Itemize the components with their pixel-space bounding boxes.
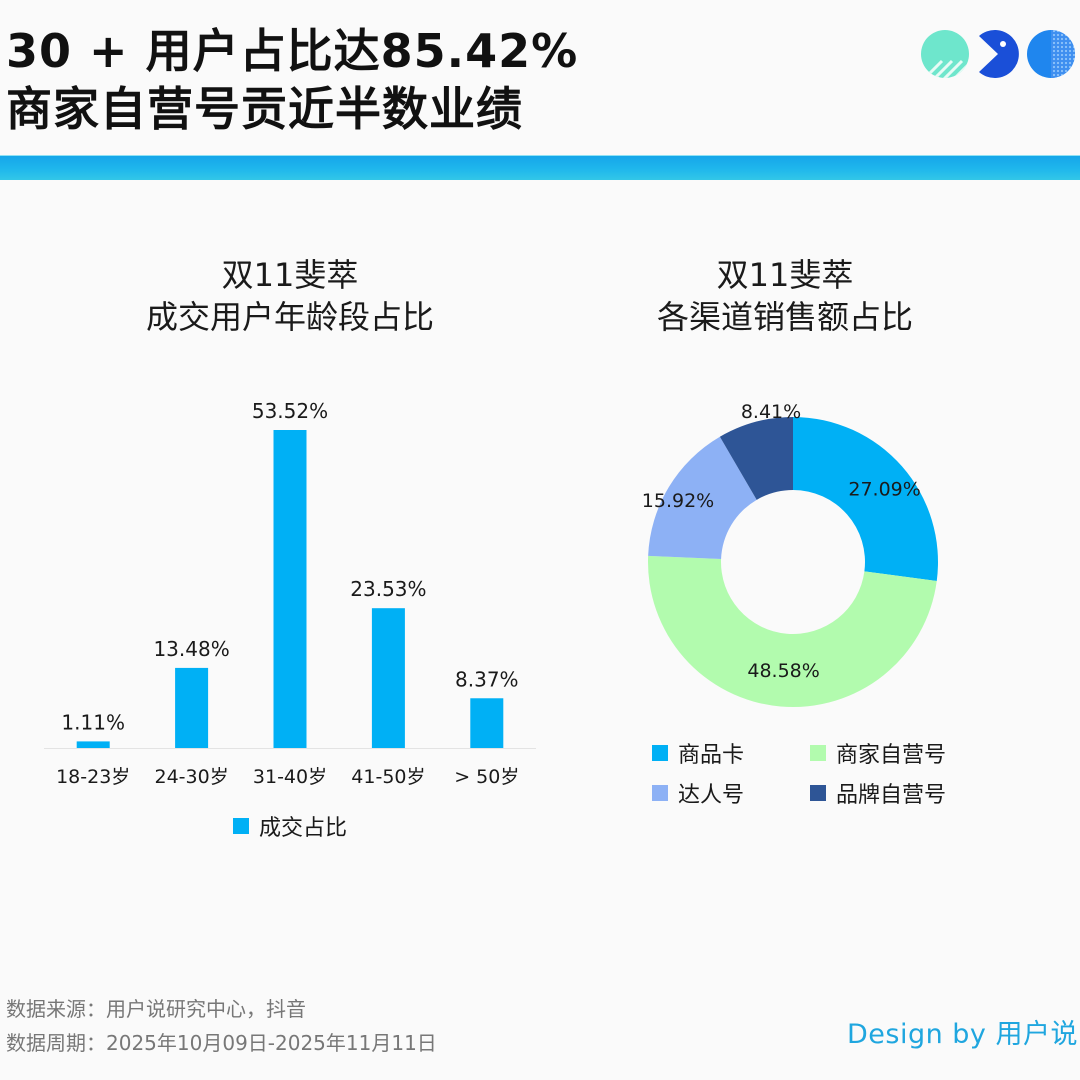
data-period-note: 数据周期：2025年10月09日-2025年11月11日 bbox=[6, 1031, 437, 1055]
legend-label: 商品卡 bbox=[678, 743, 745, 768]
donut-chart-title: 双11斐萃 各渠道销售额占比 bbox=[565, 254, 1005, 338]
header-divider-band bbox=[0, 155, 1080, 180]
page-title: 30 + 用户占比达85.42% 商家自营号贡近半数业绩 bbox=[6, 22, 578, 138]
donut-chart-title-line-2: 各渠道销售额占比 bbox=[656, 298, 913, 336]
legend-swatch bbox=[652, 745, 668, 761]
donut-legend-item: 达人号 bbox=[652, 777, 744, 809]
bar-data-label: 53.52% bbox=[252, 399, 328, 423]
bar bbox=[273, 430, 307, 748]
donut-slice bbox=[648, 436, 757, 559]
donut-data-label: 48.58% bbox=[747, 660, 819, 682]
x-tick-label: 41-50岁 bbox=[351, 766, 425, 788]
legend-label: 达人号 bbox=[678, 783, 745, 808]
bar-chart: 1.11% 18-23岁 13.48% 24-30岁 53.52% 31-40岁 23.53… bbox=[44, 399, 536, 788]
bar-data-label: 13.48% bbox=[153, 637, 229, 661]
bar-data-label: 23.53% bbox=[350, 577, 426, 601]
brand-logo bbox=[921, 30, 1075, 79]
bar bbox=[371, 608, 405, 748]
donut-slice bbox=[647, 555, 937, 708]
legend-swatch bbox=[652, 785, 668, 801]
bar-chart-title-line-2: 成交用户年龄段占比 bbox=[145, 298, 434, 336]
bar-data-label: 1.11% bbox=[61, 710, 125, 734]
donut-chart: 27.09% 48.58% 15.92% 8.41% bbox=[642, 401, 938, 708]
page-title-line-2: 商家自营号贡近半数业绩 bbox=[6, 82, 523, 136]
legend-label: 商家自营号 bbox=[836, 743, 947, 768]
bar-chart-title: 双11斐萃 成交用户年龄段占比 bbox=[60, 254, 520, 338]
legend-swatch bbox=[810, 745, 826, 761]
bar bbox=[470, 698, 504, 748]
donut-chart-title-line-1: 双11斐萃 bbox=[716, 256, 854, 294]
x-tick-label: 18-23岁 bbox=[56, 766, 130, 788]
legend-swatch bbox=[810, 785, 826, 801]
donut-legend-item: 品牌自营号 bbox=[810, 777, 946, 809]
pacman-icon bbox=[979, 30, 1019, 79]
bar-chart-title-line-1: 双11斐萃 bbox=[221, 256, 359, 294]
x-tick-label: > 50岁 bbox=[454, 766, 519, 788]
design-credit: Design by 用户说 bbox=[846, 1019, 1078, 1050]
donut-slice bbox=[793, 417, 938, 581]
data-source-note: 数据来源：用户说研究中心，抖音 bbox=[6, 997, 306, 1021]
bar-legend-item: 成交占比 bbox=[233, 810, 347, 842]
donut-legend-item: 商品卡 bbox=[652, 737, 744, 769]
x-tick-label: 31-40岁 bbox=[253, 766, 327, 788]
donut-legend-item: 商家自营号 bbox=[810, 737, 946, 769]
legend-label: 品牌自营号 bbox=[836, 783, 947, 808]
bar bbox=[175, 667, 209, 748]
legend-label: 成交占比 bbox=[259, 816, 348, 841]
bar-data-label: 8.37% bbox=[455, 667, 519, 691]
donut-data-label: 27.09% bbox=[848, 478, 920, 500]
page-title-line-1: 30 + 用户占比达85.42% bbox=[6, 24, 579, 78]
bar bbox=[76, 741, 110, 748]
donut-slice bbox=[719, 417, 793, 500]
donut-data-label: 15.92% bbox=[642, 490, 714, 512]
x-tick-label: 24-30岁 bbox=[154, 766, 228, 788]
donut-data-label: 8.41% bbox=[741, 401, 801, 423]
legend-swatch bbox=[233, 818, 249, 834]
